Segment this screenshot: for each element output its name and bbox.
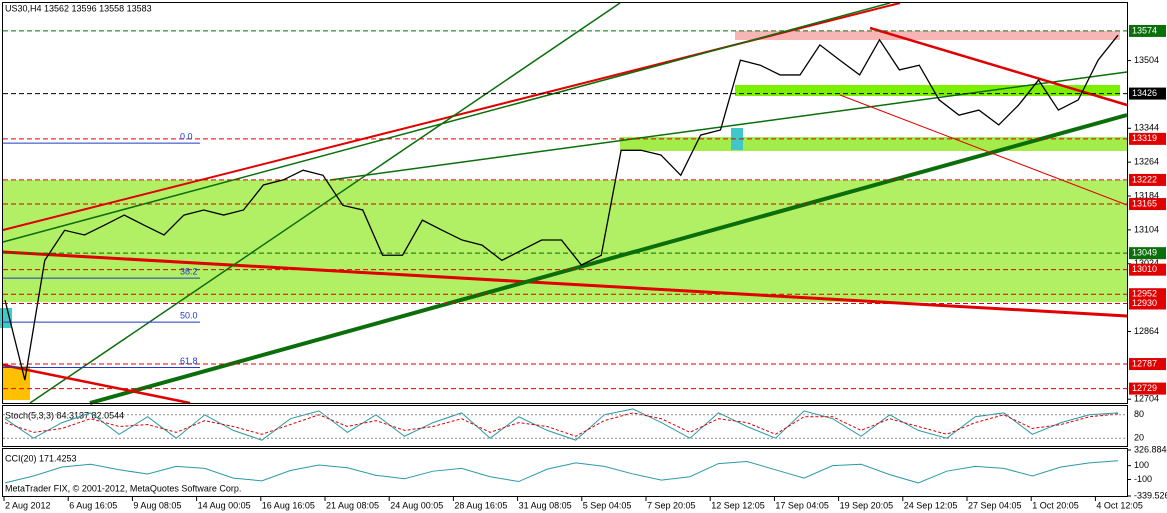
date-label: 12 Sep 12:05	[711, 500, 765, 510]
price-badge	[1129, 173, 1166, 186]
date-label: 19 Sep 20:05	[840, 500, 894, 510]
date-label: 2 Aug 2012	[5, 500, 51, 510]
trendline	[869, 26, 1128, 107]
fib-label: 61.8	[180, 356, 198, 366]
cyan-zone	[0, 308, 12, 328]
price-badge-label: 13049	[1132, 248, 1157, 258]
price-label: 12704	[1134, 394, 1159, 404]
date-label: 7 Sep 20:05	[647, 500, 696, 510]
price-badge	[1129, 132, 1166, 145]
trendline	[2, 2, 891, 243]
trendline	[839, 94, 1128, 206]
date-label: 28 Aug 16:05	[454, 500, 507, 510]
fib-label: 38.2	[180, 267, 198, 277]
price-badge-label: 13319	[1132, 133, 1157, 143]
price-badge-label: 12952	[1132, 289, 1157, 299]
price-badge	[1129, 247, 1166, 260]
price-badge	[1129, 288, 1166, 301]
oscillator-line	[4, 412, 1119, 437]
date-label: 24 Aug 00:05	[390, 500, 443, 510]
date-label: 31 Aug 08:05	[519, 500, 572, 510]
price-badge	[1129, 358, 1166, 371]
trendline	[329, 71, 1128, 181]
stoch-frame	[2, 405, 1128, 447]
price-label: 13504	[1134, 55, 1159, 65]
price-label: 13104	[1134, 224, 1159, 234]
zones	[0, 31, 1127, 400]
price-badge-label: 13574	[1132, 25, 1157, 35]
green-zone	[620, 137, 1127, 151]
trendline	[89, 113, 1128, 405]
cci-frame	[2, 448, 1128, 497]
trendlines	[2, 2, 1128, 405]
cci-tick: 100	[1134, 460, 1149, 470]
date-label: 4 Oct 12:05	[1096, 500, 1143, 510]
date-label: 6 Aug 16:05	[69, 500, 117, 510]
price-badge	[1129, 382, 1166, 395]
stoch-tick: 80	[1134, 409, 1144, 419]
fib-label: 50.0	[180, 311, 198, 321]
price-label: 13184	[1134, 190, 1159, 200]
price-badge	[1129, 297, 1166, 310]
cci-label: CCI(20) 171.4253	[5, 453, 77, 463]
green-zone	[3, 180, 1127, 302]
price-badge-label: 12787	[1132, 358, 1157, 368]
green-zone	[735, 85, 1120, 96]
date-label: 27 Sep 04:05	[968, 500, 1022, 510]
pink-zone	[735, 31, 1120, 40]
price-badge-label: 13222	[1132, 174, 1157, 184]
stoch-label: Stoch(5,3,3) 84.3137 82.0544	[5, 410, 124, 420]
price-badge-label: 13426	[1132, 88, 1157, 98]
price-badge-label: 12930	[1132, 298, 1157, 308]
symbol-header: US30,H4 13562 13596 13558 13583	[5, 3, 152, 13]
date-label: 14 Aug 00:05	[198, 500, 251, 510]
date-label: 1 Oct 20:05	[1032, 500, 1079, 510]
trendline	[29, 2, 621, 404]
date-label: 5 Sep 04:05	[583, 500, 632, 510]
footer: MetaTrader FIX, © 2001-2012, MetaQuotes …	[5, 483, 241, 493]
date-label: 16 Aug 16:05	[262, 500, 315, 510]
price-badge	[1129, 198, 1166, 211]
price-label: 12864	[1134, 326, 1159, 336]
cci-tick: -339.5264	[1134, 490, 1167, 500]
price-badge-label: 13010	[1132, 264, 1157, 274]
price-label: 13344	[1134, 123, 1159, 133]
cci-tick: 326.8844	[1134, 444, 1167, 454]
price-line	[4, 34, 1119, 381]
date-label: 17 Sep 04:05	[775, 500, 829, 510]
orange-zone	[3, 366, 30, 400]
trendline	[2, 250, 1128, 318]
cci-tick: -100	[1134, 474, 1152, 484]
fib-label: 0.0	[180, 131, 193, 141]
price-badge-label: 13165	[1132, 198, 1157, 208]
cyan-zone	[731, 128, 743, 150]
price-badge-label: 12729	[1132, 383, 1157, 393]
stoch-tick: 20	[1134, 433, 1144, 443]
trendline	[2, 363, 191, 405]
price-badge	[1129, 24, 1166, 37]
price-badge	[1129, 87, 1166, 100]
price-badge	[1129, 263, 1166, 276]
price-label: 13264	[1134, 157, 1159, 167]
panel-frames	[2, 2, 1128, 497]
date-label: 21 Aug 08:05	[326, 500, 379, 510]
main-frame	[2, 2, 1128, 404]
date-label: 9 Aug 08:05	[133, 500, 181, 510]
date-label: 24 Sep 12:05	[904, 500, 958, 510]
price-label: 13024	[1134, 258, 1159, 268]
oscillator-line	[4, 460, 1119, 484]
